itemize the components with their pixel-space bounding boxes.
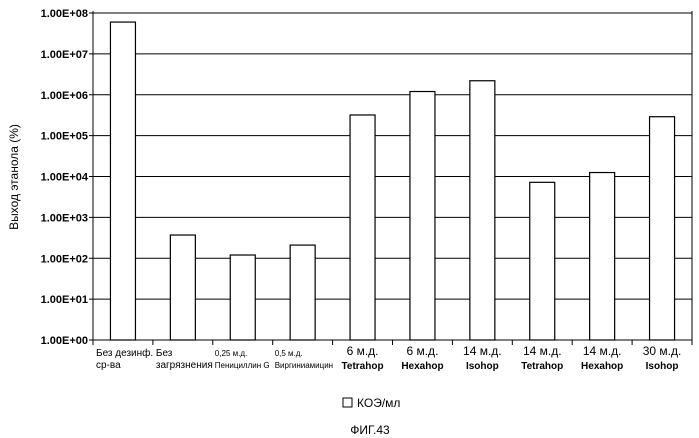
bar	[410, 92, 435, 340]
legend-label: КОЭ/мл	[357, 396, 400, 410]
category-label-line2: Isohop	[466, 361, 499, 372]
bar	[110, 22, 135, 340]
category-label-line1: 0,25 м.д.	[215, 349, 247, 358]
category-label-line2: Виргиниамицин	[275, 361, 333, 370]
category-label-line2: Hexahop	[401, 361, 443, 372]
figure-caption: ФИГ.43	[350, 423, 390, 437]
y-tick-label: 1.00E+04	[41, 172, 89, 184]
y-tick-label: 1.00E+05	[41, 131, 88, 143]
y-tick-label: 1.00E+07	[41, 49, 88, 61]
bar	[350, 115, 375, 340]
legend-swatch	[343, 398, 352, 407]
y-tick-label: 1.00E+01	[41, 294, 88, 306]
bar	[470, 81, 495, 340]
y-tick-labels: 1.00E+00 1.00E+01 1.00E+02 1.00E+03 1.00E+04…	[41, 8, 89, 347]
bars	[110, 22, 674, 340]
category-label-line1: 14 м.д.	[523, 344, 562, 358]
category-label-line2: Tetrahop	[342, 361, 384, 372]
category-labels: Без дезинф.ср-ва Беззагрязнения0,25 м.д. П…	[96, 344, 681, 372]
bar	[290, 245, 315, 340]
category-label-line1: 30 м.д.	[643, 344, 682, 358]
category-label-line2: загрязнения	[156, 360, 213, 371]
category-label-line1: 0,5 м.д.	[275, 349, 303, 358]
category-label-line2: Пенициллин G	[215, 361, 270, 370]
y-tick-label: 1.00E+08	[41, 8, 88, 20]
bar	[650, 117, 675, 340]
category-label-line2: Tetrahop	[521, 361, 563, 372]
bar	[590, 173, 615, 340]
category-label-line1: Без дезинф.	[96, 347, 153, 359]
category-label-line1: 14 м.д.	[463, 344, 502, 358]
y-tick-label: 1.00E+06	[41, 90, 88, 102]
bar	[170, 235, 195, 340]
bar	[230, 255, 255, 340]
category-label-line1: 14 м.д.	[583, 344, 622, 358]
bar	[530, 182, 555, 340]
category-label-line2: Isohop	[646, 361, 679, 372]
category-label-line1: Без	[156, 348, 173, 359]
y-tick-label: 1.00E+02	[41, 253, 88, 265]
y-tick-label: 1.00E+00	[41, 335, 88, 347]
category-label-line1: 6 м.д.	[406, 344, 438, 358]
y-axis-label: Выход этанола (%)	[7, 124, 21, 230]
category-label-line2: Hexahop	[581, 361, 623, 372]
category-label-line1: 6 м.д.	[347, 344, 379, 358]
y-tick-label: 1.00E+03	[41, 212, 88, 224]
category-label-line2: ср-ва	[96, 360, 121, 371]
